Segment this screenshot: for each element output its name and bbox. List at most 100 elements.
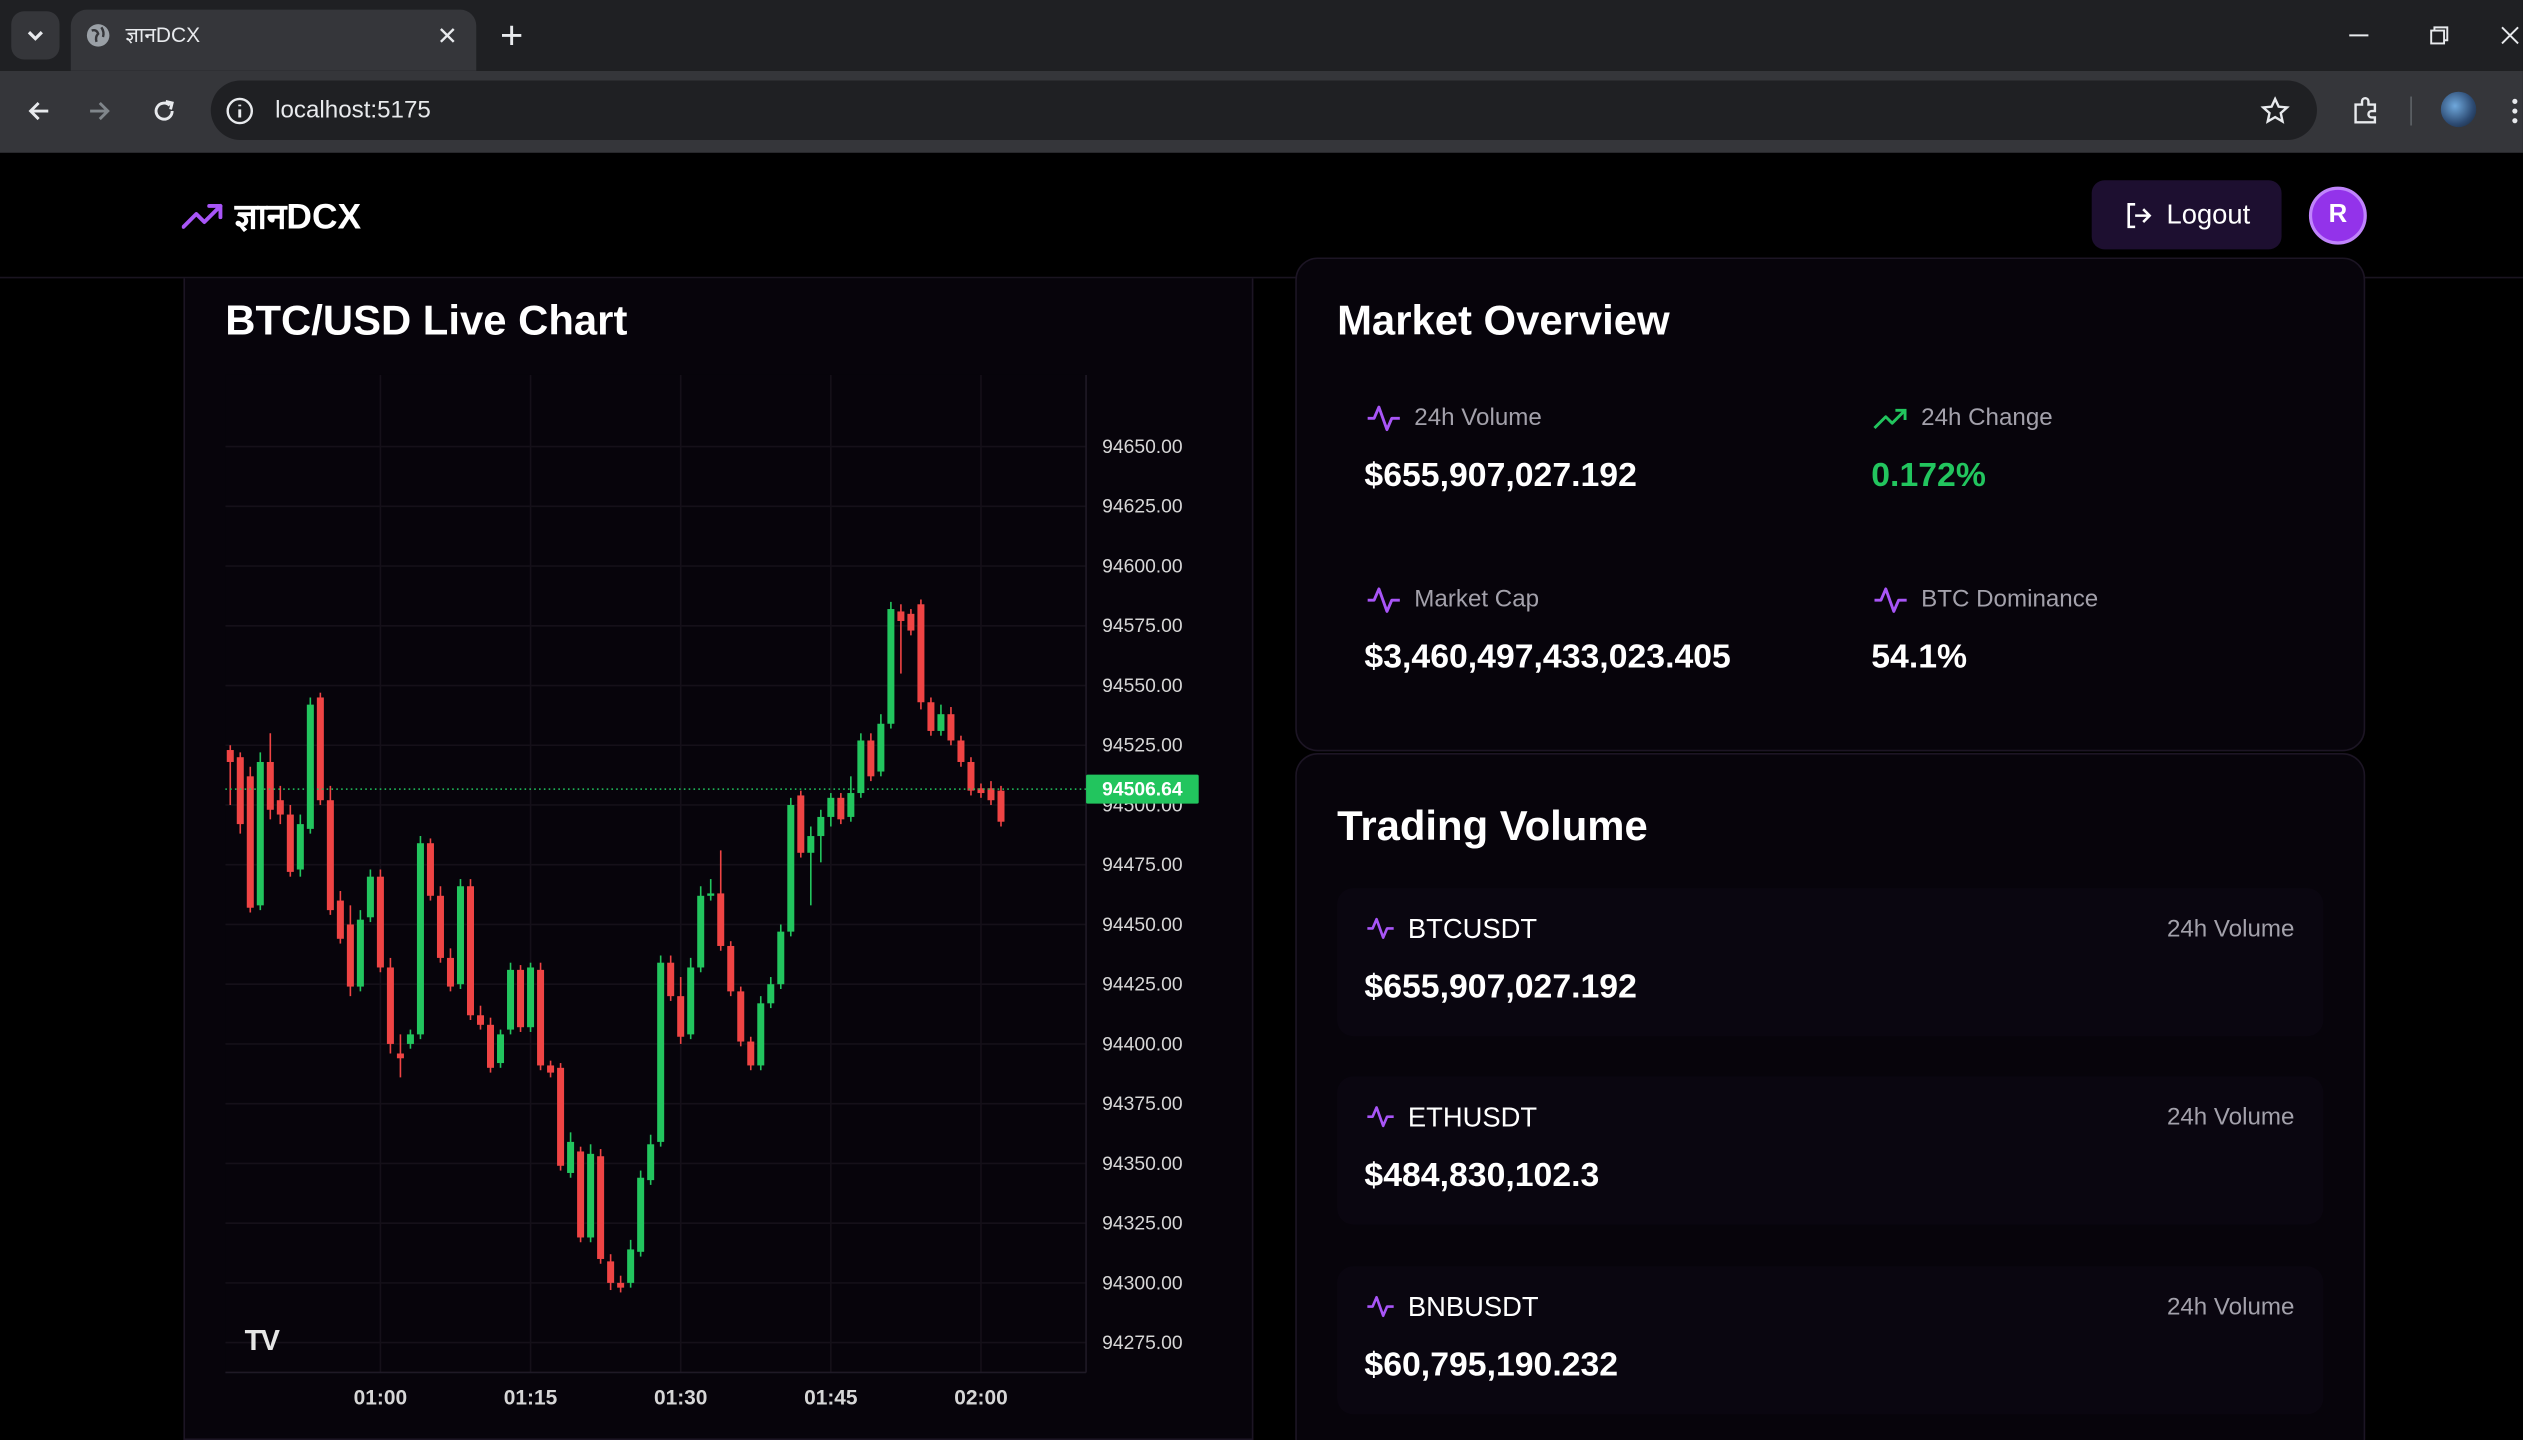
trending-up-icon (1873, 402, 1908, 434)
volume-caption: 24h Volume (2166, 1293, 2295, 1321)
candle-body (967, 761, 975, 791)
address-bar[interactable] (210, 80, 2317, 140)
candle-body (897, 611, 905, 622)
candle-body (857, 740, 865, 794)
candle-body (807, 836, 815, 853)
candle-body (396, 1053, 404, 1059)
x-axis-tick-label: 01:15 (504, 1387, 558, 1410)
candle-body (887, 609, 895, 724)
candle-body (837, 797, 845, 820)
candle-body (577, 1151, 585, 1238)
candle-body (466, 886, 474, 1016)
stat-label-volume: 24h Volume (1414, 403, 1542, 432)
candle-body (737, 991, 745, 1042)
activity-icon (1366, 914, 1395, 943)
volume-value: $655,907,027.192 (1364, 968, 1637, 1006)
forward-arrow-icon[interactable] (77, 88, 122, 133)
site-info-icon[interactable] (222, 93, 257, 128)
candle-body (767, 984, 775, 1004)
url-text[interactable]: localhost:5175 (275, 96, 431, 124)
candle-body (547, 1065, 555, 1073)
trading-volume-title: Trading Volume (1337, 801, 1648, 850)
app-logo-text[interactable]: ज्ञानDCX (234, 196, 362, 237)
logout-icon (2126, 202, 2151, 228)
candle-body (667, 962, 675, 997)
candle-body (617, 1282, 625, 1288)
browser-menu-icon[interactable] (2507, 92, 2523, 131)
candle-body (757, 1003, 765, 1066)
volume-caption: 24h Volume (2166, 915, 2295, 943)
browser-tab[interactable] (70, 9, 477, 71)
close-window-icon[interactable] (2497, 16, 2523, 55)
extensions-icon[interactable] (2344, 90, 2386, 132)
candle-body (827, 797, 835, 817)
candle-body (847, 793, 855, 817)
candle-body (917, 604, 925, 703)
candle-body (456, 886, 464, 985)
candle-body (366, 876, 374, 918)
y-axis-tick-label: 94450.00 (1102, 915, 1183, 936)
y-axis-tick-label: 94650.00 (1102, 437, 1183, 458)
current-price-label: 94506.64 (1102, 780, 1183, 801)
volume-row[interactable] (1337, 1076, 2324, 1225)
volume-symbol: BTCUSDT (1407, 913, 1538, 945)
candle-body (687, 967, 695, 1035)
volume-value: $60,795,190.232 (1364, 1346, 1619, 1384)
candle-body (517, 969, 525, 1028)
x-axis-tick-label: 01:30 (654, 1387, 707, 1410)
candle-body (597, 1156, 605, 1259)
y-axis-tick-label: 94550.00 (1102, 676, 1183, 697)
candle-body (346, 924, 354, 987)
stat-value-btc-dominance: 54.1% (1871, 638, 1968, 676)
candle-body (246, 776, 254, 908)
reload-icon[interactable] (142, 88, 187, 133)
y-axis-tick-label: 94300.00 (1102, 1273, 1183, 1294)
back-arrow-icon[interactable] (16, 88, 61, 133)
tab-search-button[interactable] (11, 11, 60, 60)
new-tab-icon[interactable] (492, 16, 531, 55)
candle-body (587, 1153, 595, 1238)
volume-symbol: ETHUSDT (1407, 1102, 1538, 1133)
chevron-down-icon (27, 31, 43, 41)
y-axis-tick-label: 94425.00 (1102, 975, 1183, 996)
chart-title: BTC/USD Live Chart (225, 296, 628, 345)
candle-body (356, 919, 364, 987)
btc-candlestick-chart[interactable]: 94650.00 94625.00 94600.00 94575.00 94550.00… (225, 374, 1210, 1437)
candle-body (957, 740, 965, 762)
y-axis-tick-label: 94475.00 (1102, 855, 1183, 876)
candle-body (567, 1141, 575, 1173)
profile-avatar-icon[interactable] (2440, 91, 2477, 128)
y-axis-tick-label: 94600.00 (1102, 556, 1183, 577)
volume-row[interactable] (1337, 888, 2324, 1037)
trending-up-icon (181, 198, 224, 233)
candle-body (817, 816, 825, 837)
logout-button[interactable]: Logout (2091, 180, 2282, 250)
activity-icon (1873, 584, 1908, 616)
stat-label-change: 24h Change (1921, 403, 2053, 432)
stat-value-volume: $655,907,027.192 (1364, 456, 1637, 494)
volume-row[interactable] (1337, 1266, 2324, 1415)
candle-body (877, 723, 885, 772)
candle-body (426, 843, 434, 896)
candle-body (907, 613, 915, 631)
y-axis-tick-label: 94375.00 (1102, 1094, 1183, 1115)
restore-icon[interactable] (2417, 16, 2462, 55)
candle-body (607, 1261, 615, 1283)
minimize-icon[interactable] (2336, 16, 2381, 55)
candle-body (497, 1034, 505, 1064)
candle-body (747, 1041, 755, 1066)
candle-body (286, 814, 294, 872)
candle-body (867, 740, 875, 777)
candle-body (977, 788, 985, 794)
globe-icon (85, 23, 111, 49)
star-icon[interactable] (2256, 92, 2295, 131)
candle-body (296, 824, 304, 870)
candle-body (236, 757, 244, 825)
candle-body (416, 843, 424, 1035)
candle-body (446, 957, 454, 987)
candle-body (537, 969, 545, 1066)
candle-body (507, 969, 515, 1030)
close-tab-icon[interactable] (431, 19, 463, 51)
candle-body (997, 790, 1005, 822)
user-avatar[interactable]: R (2308, 186, 2367, 245)
